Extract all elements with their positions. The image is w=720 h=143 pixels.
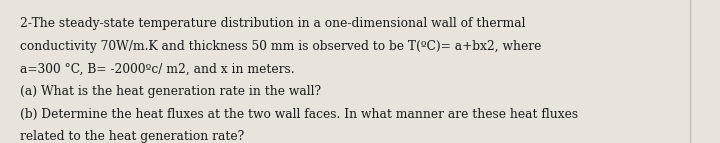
Text: (b) Determine the heat fluxes at the two wall faces. In what manner are these he: (b) Determine the heat fluxes at the two…	[20, 108, 578, 121]
Text: a=300 °C, B= -2000ºc/ m2, and x in meters.: a=300 °C, B= -2000ºc/ m2, and x in meter…	[20, 62, 294, 75]
Text: conductivity 70W/m.K and thickness 50 mm is observed to be T(ºC)= a+bx2, where: conductivity 70W/m.K and thickness 50 mm…	[20, 40, 541, 53]
Text: related to the heat generation rate?: related to the heat generation rate?	[20, 130, 244, 143]
Text: (a) What is the heat generation rate in the wall?: (a) What is the heat generation rate in …	[20, 85, 321, 98]
Text: 2-The steady-state temperature distribution in a one-dimensional wall of thermal: 2-The steady-state temperature distribut…	[20, 17, 526, 30]
